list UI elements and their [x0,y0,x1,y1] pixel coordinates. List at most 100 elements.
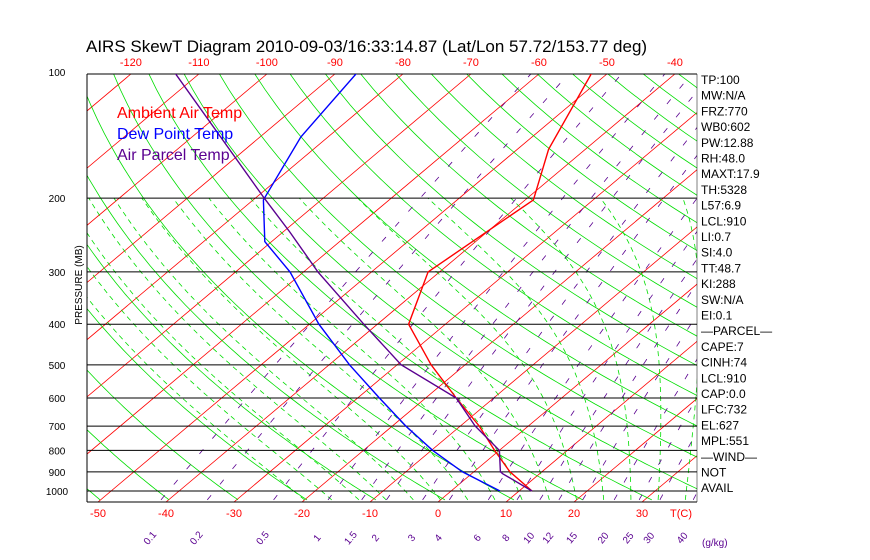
dry-adiabat [430,74,697,280]
isotherm [87,74,540,455]
mixing-ratio-line [386,90,697,501]
moist-adiabat [208,197,496,501]
moist-adiabat [113,197,414,501]
mixing-ratio-line [638,396,697,501]
index-label: CAPE:7 [701,340,744,354]
isotherm [233,112,697,502]
mixing-ratio-tick-label: 8 [501,532,513,544]
chart-title: AIRS SkewT Diagram 2010-09-03/16:33:14.8… [86,37,647,56]
mixing-ratio-tick-label: 4 [433,532,445,544]
pressure-tick-label: 300 [49,268,66,279]
pressure-tick-label: 600 [49,394,66,405]
index-label: SW:N/A [701,293,743,307]
mixing-ratio-tick-label: 30 [642,530,658,546]
mixing-ratio-line [206,74,569,501]
index-label: LCL:910 [701,214,747,228]
mixing-ratio-tick-label: 40 [675,530,691,546]
index-label: —WIND— [701,450,757,464]
pressure-tick-label: 100 [49,68,66,79]
index-label: —PARCEL— [701,324,772,338]
dewpoint-line [262,74,501,492]
moist-adiabat [87,232,360,501]
bottom-temp-tick-label: 30 [636,508,648,520]
isotherm [87,74,200,169]
mixing-ratio-unit: (g/kg) [702,538,728,549]
legend-dewpoint: Dew Point Temp [117,126,233,143]
pressure-tick-label: 400 [49,320,66,331]
background-grid [0,72,870,502]
pressure-tick-label: 900 [49,468,66,479]
dry-adiabat [360,74,697,337]
moist-adiabat [600,197,662,500]
mixing-ratio-tick-label: 20 [596,530,612,546]
mixing-ratio-tick-label: 6 [472,532,484,544]
isotherm [301,169,697,502]
dry-adiabat [87,174,446,501]
isotherm [87,74,336,284]
y-axis-label: PRESSURE (MB) [74,245,85,324]
bottom-temp-tick-label: 0 [435,508,441,520]
bottom-temp-tick-label: -30 [226,508,242,520]
mixing-ratio-tick-label: 12 [541,530,557,546]
dry-adiabat [87,369,239,501]
index-label: EI:0.1 [701,309,733,323]
index-label: AVAIL [701,481,734,495]
index-label: TP:100 [701,73,740,87]
index-label: NOT [701,466,727,480]
isotherm [641,455,697,502]
pressure-tick-label: 200 [49,194,66,205]
index-label: CAP:0.0 [701,387,746,401]
moist-adiabat [250,197,523,501]
index-label: MW:N/A [701,89,745,103]
moist-adiabat [87,265,332,501]
parcel-line [174,74,533,492]
mixing-ratio-tick-label: 1 [312,532,324,544]
top-temp-tick-label: -120 [120,57,142,69]
isotherm [87,74,268,226]
index-label: SI:4.0 [701,246,733,260]
pressure-tick-label: 500 [49,361,66,372]
dry-adiabat [746,72,870,500]
index-label: RH:48.0 [701,152,745,166]
index-label: LFC:732 [701,403,747,417]
index-label: PW:12.88 [701,136,754,150]
mixing-ratio-line [160,74,532,501]
pressure-tick-label: 800 [49,446,66,457]
index-label: EL:627 [701,418,739,432]
mixing-ratio-line [422,126,697,501]
bottom-temp-tick-label: 20 [568,508,580,520]
mixing-ratio-line [659,430,697,501]
moist-adiabat [510,197,632,500]
bottom-temp-tick-label: -10 [362,508,378,520]
dry-adiabat [183,74,697,490]
moist-adiabat [357,197,577,500]
isotherm [165,74,676,502]
legend-parcel: Air Parcel Temp [117,147,230,164]
index-label: TH:5328 [701,183,747,197]
plot-frame [86,73,698,503]
index-label: MAXT:17.9 [701,167,760,181]
moist-adiabat [172,197,469,501]
dry-adiabat [466,74,697,251]
profiles [174,74,593,492]
dry-adiabat [781,72,870,500]
isotherm [87,74,472,398]
top-temp-tick-label: -100 [256,57,278,69]
bottom-temp-tick-label: 10 [500,508,512,520]
index-label: KI:288 [701,277,736,291]
pressure-tick-label: 1000 [46,487,69,498]
index-label: TT:48.7 [701,261,741,275]
mixing-ratio-tick-label: 2 [370,532,382,544]
mixing-ratio-line [327,74,666,501]
index-label: L57:6.9 [701,199,741,213]
isotherm [437,283,697,502]
mixing-ratio-line [361,74,692,501]
isotherm [0,74,63,502]
mixing-ratio-tick-label: 15 [565,530,581,546]
isotherm [87,74,132,112]
index-label: CINH:74 [701,356,747,370]
dry-adiabat [0,72,31,500]
dry-adiabat [148,74,652,501]
dry-adiabat [254,74,697,427]
